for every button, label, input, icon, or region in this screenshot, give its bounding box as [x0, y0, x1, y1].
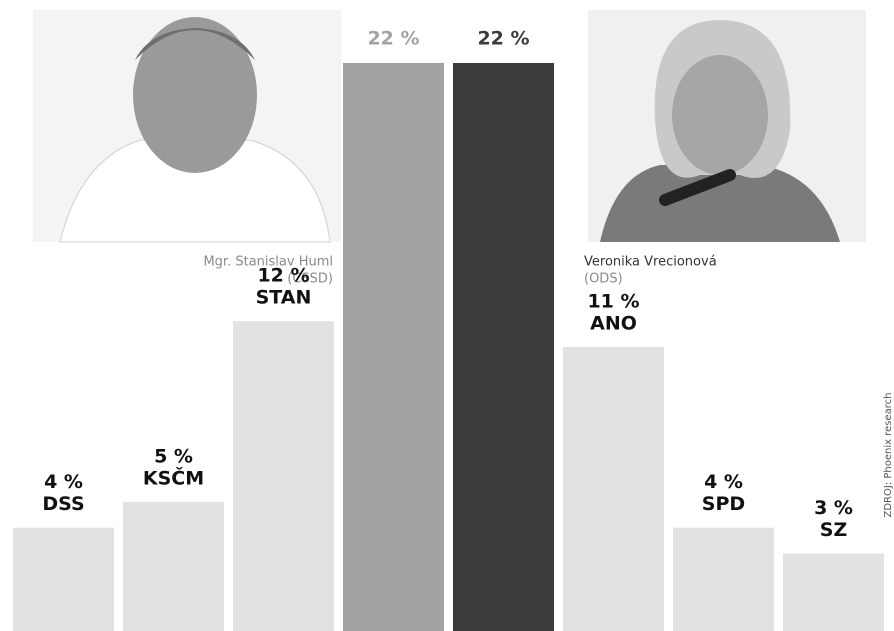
bar: [233, 321, 334, 631]
value-label: 22 %: [367, 28, 419, 50]
value-label: 3 %: [814, 497, 853, 519]
bar: [13, 528, 114, 631]
value-label: 11 %: [587, 291, 639, 313]
caption-party: (ODS): [584, 272, 623, 287]
value-label: 5 %: [154, 445, 193, 467]
bar: [343, 63, 444, 631]
value-label: 4 %: [44, 471, 83, 493]
bar: [673, 528, 774, 631]
bar: [123, 502, 224, 631]
photo-right: [588, 10, 866, 242]
face: [672, 55, 768, 175]
photo-left: [33, 10, 341, 242]
category-label: SZ: [820, 519, 847, 541]
source: ZDROJ: Phoenix research: [883, 393, 894, 518]
value-label: 22 %: [477, 28, 529, 50]
bar: [783, 554, 884, 631]
category-label: DSS: [42, 493, 84, 515]
category-label: KSČM: [143, 465, 204, 489]
value-label: 4 %: [704, 471, 743, 493]
value-label: 12 %: [257, 265, 309, 287]
category-label: SPD: [702, 493, 745, 515]
chart: Mgr. Stanislav Huml (ČSSD) Veronika Vrec…: [0, 0, 894, 631]
page: Mgr. Stanislav Huml (ČSSD) Veronika Vrec…: [0, 0, 894, 631]
bar: [563, 347, 664, 631]
head: [133, 17, 257, 173]
category-label: ANO: [590, 313, 637, 335]
category-label: STAN: [256, 287, 312, 309]
caption-name: Veronika Vrecionová: [584, 255, 717, 270]
bar: [453, 63, 554, 631]
